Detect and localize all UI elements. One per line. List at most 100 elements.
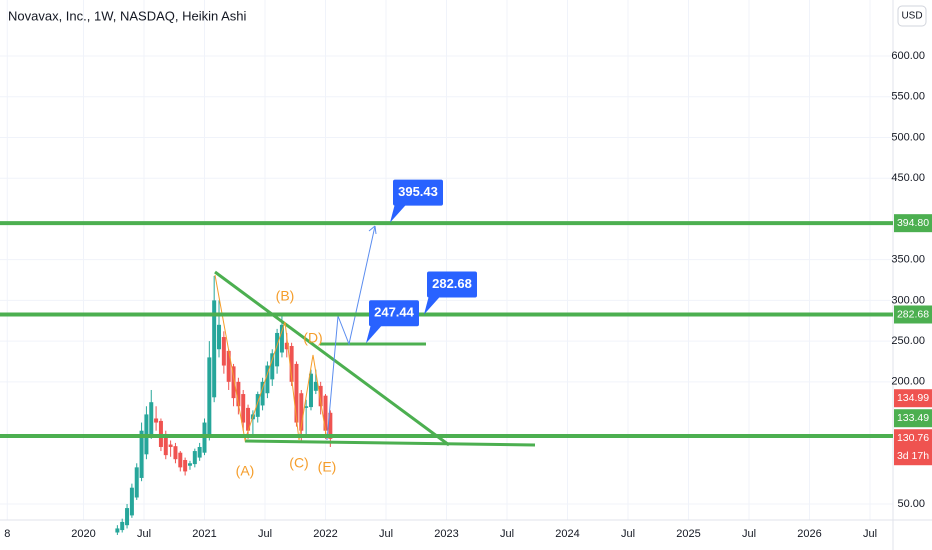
price-tag [894,305,932,324]
y-tick-label: 500.00 [891,131,925,143]
candle-body [134,467,139,498]
price-tag [894,409,932,428]
candle-body [289,345,294,382]
callout-label: 395.43 [398,184,438,199]
candle-body [221,337,226,366]
overlay: 130.76 3d 17h 133.49 134.99 282.68 394.80 395.… [0,179,932,479]
y-tick-label: 250.00 [891,335,925,347]
callout-tail [390,203,407,223]
chart-title: Novavax, Inc., 1W, NASDAQ, Heikin Ashi [8,8,247,23]
candle-body [236,381,241,407]
wave-path [214,274,328,442]
y-tick-label: 550.00 [891,91,925,103]
candle-body [308,373,313,408]
y-tick-label: 450.00 [891,172,925,184]
y-tick-label: 350.00 [891,254,925,266]
candle-body [163,433,168,456]
x-tick-label: 2020 [71,528,95,540]
price-tag-label: 133.49 [897,412,929,424]
candle-body [284,342,289,350]
candle-body [125,508,130,526]
candle-body [139,430,144,478]
candle-body [149,402,154,435]
candle-body [304,406,309,408]
callout-box [393,179,443,206]
candle-body [260,381,265,406]
candle-body [265,365,270,394]
x-tick-label: 8 [4,528,10,540]
wave-label: (A) [236,463,255,479]
wave-label: (D) [303,330,322,346]
x-tick-label: 2025 [676,528,700,540]
y-tick-label: 300.00 [891,294,925,306]
candle-body [192,451,197,465]
candle-body [120,521,125,531]
countdown: 3d 17h [897,450,929,462]
x-tick-label: Jul [621,528,635,540]
x-tick-label: 2022 [313,528,337,540]
currency-label[interactable]: USD [901,11,922,22]
price-tag [894,389,932,408]
x-tick-label: Jul [258,528,272,540]
candle-body [183,460,188,472]
y-tick-label: 200.00 [891,376,925,388]
callout-box [369,300,419,327]
callout-tail [424,295,441,315]
candle-body [279,324,284,353]
candle-body [318,385,323,407]
arrow-head [368,225,377,235]
candle-body [158,420,163,447]
price-tag-label: 394.80 [897,217,929,229]
candle-body [299,393,304,431]
candle-body [168,444,173,447]
price-tag-label: 134.99 [897,392,929,404]
candle-body [173,446,178,460]
candle-body [313,381,318,391]
candle-body [217,324,222,350]
candle-body [226,350,231,382]
callout-tail [366,324,383,344]
callout-label: 282.68 [432,276,472,291]
wave-label: (B) [276,288,295,304]
candle-body [115,528,120,533]
drawings [214,225,536,447]
wave-label: (E) [318,459,337,475]
x-tick-label: Jul [863,528,877,540]
x-tick-label: 2024 [555,528,579,540]
x-tick-label: Jul [742,528,756,540]
candle-body [270,353,275,380]
candle-body [255,394,260,417]
price-tag-label: 282.68 [897,308,929,320]
triangle-lower [244,439,536,447]
x-tick-label: Jul [379,528,393,540]
y-tick-label: 600.00 [891,50,925,62]
projection-path [326,225,376,441]
callout-box [427,271,477,298]
candle-body [129,487,134,516]
callout-label: 247.44 [374,305,415,320]
candle-body [231,366,236,399]
price-tag [894,214,932,233]
candle-body [187,463,192,466]
candle-body [178,452,183,468]
candle-body [212,300,217,398]
grid [0,0,893,520]
price-tag [894,429,932,466]
x-tick-label: 2021 [192,528,216,540]
candle-body [275,332,280,367]
triangle-upper [214,270,450,447]
candle-body [241,394,246,423]
candle-body [294,363,299,423]
candle-body [246,407,251,431]
x-tick-label: 2026 [797,528,821,540]
y-tick-label: 50.00 [897,498,925,510]
candle-body [207,357,212,438]
candle-body [154,418,159,423]
wave-label: (C) [289,455,308,471]
candle-body [197,446,202,458]
candle-body [323,395,328,431]
price-tag-label: 130.76 [897,432,929,444]
candle-body [328,412,333,439]
currency-button[interactable] [897,5,927,27]
